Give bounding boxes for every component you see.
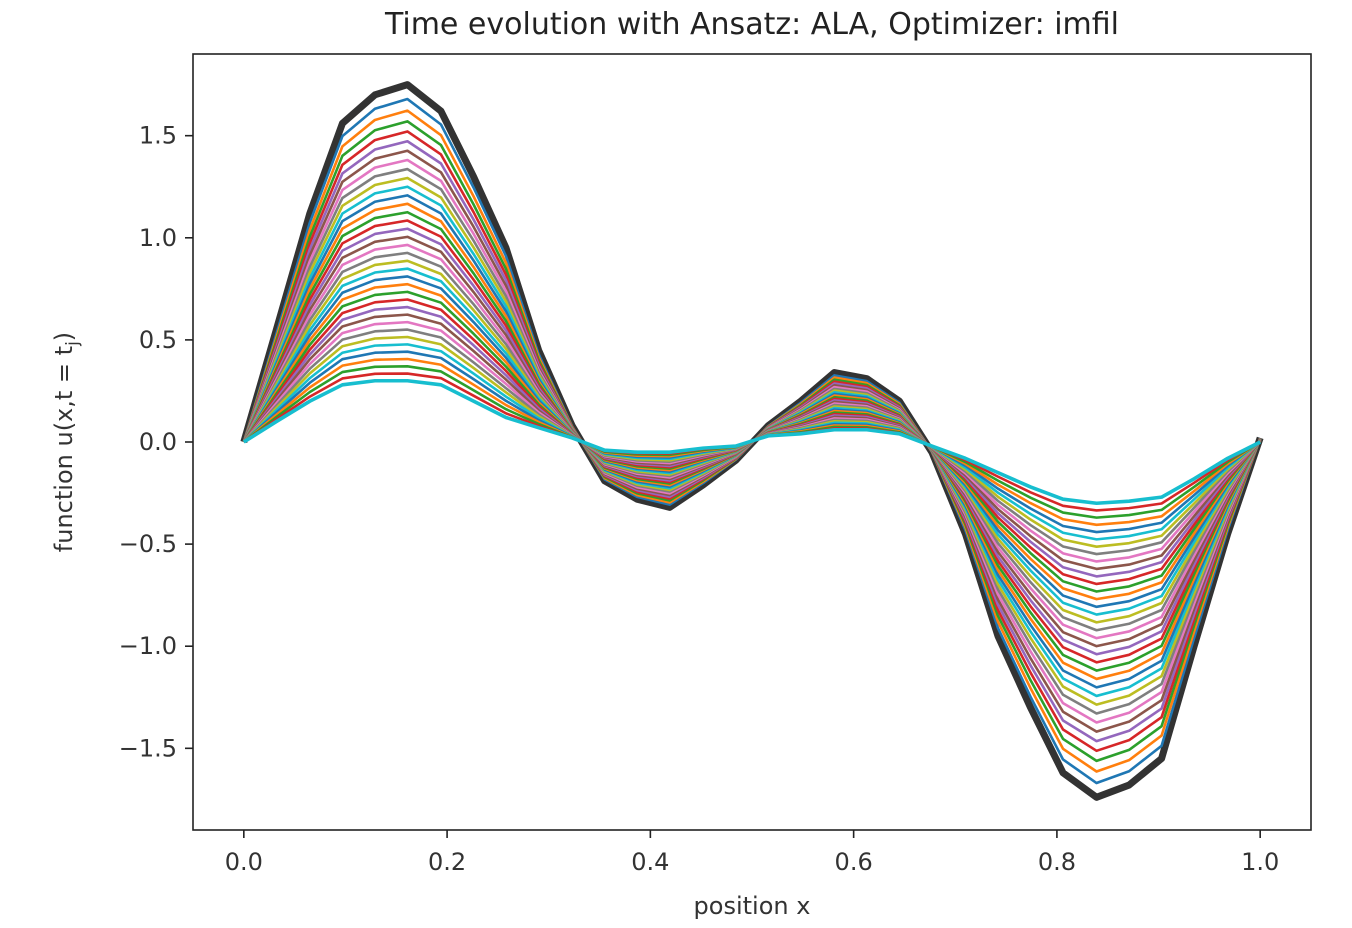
y-tick-label: −1.0 [119,632,177,660]
x-tick-label: 0.2 [428,848,466,876]
x-tick-label: 0.8 [1038,848,1076,876]
y-axis-label: function u(x,t = tj) [50,332,83,552]
y-tick-label: 0.5 [139,326,177,354]
y-tick-label: −1.5 [119,734,177,762]
x-tick-label: 1.0 [1241,848,1279,876]
x-tick-label: 0.0 [225,848,263,876]
y-tick-label: 1.5 [139,122,177,150]
y-axis-label-subscript: j [63,341,83,347]
x-tick-label: 0.6 [835,848,873,876]
plot-lines [240,81,1264,801]
chart-title: Time evolution with Ansatz: ALA, Optimiz… [384,7,1119,42]
x-axis-ticks: 0.0 0.2 0.4 0.6 0.8 1.0 [225,830,1279,876]
y-tick-label: −0.5 [119,530,177,558]
x-tick-label: 0.4 [631,848,669,876]
y-tick-label: 0.0 [139,428,177,456]
series-line-final [242,378,1261,506]
x-axis-label: position x [694,892,811,920]
y-tick-label: 1.0 [139,224,177,252]
y-axis-ticks: 1.5 1.0 0.5 0.0 −0.5 −1.0 −1.5 [119,122,193,762]
y-axis-label-main: function u(x,t = t [50,346,78,552]
y-axis-label-close: ) [50,332,78,341]
